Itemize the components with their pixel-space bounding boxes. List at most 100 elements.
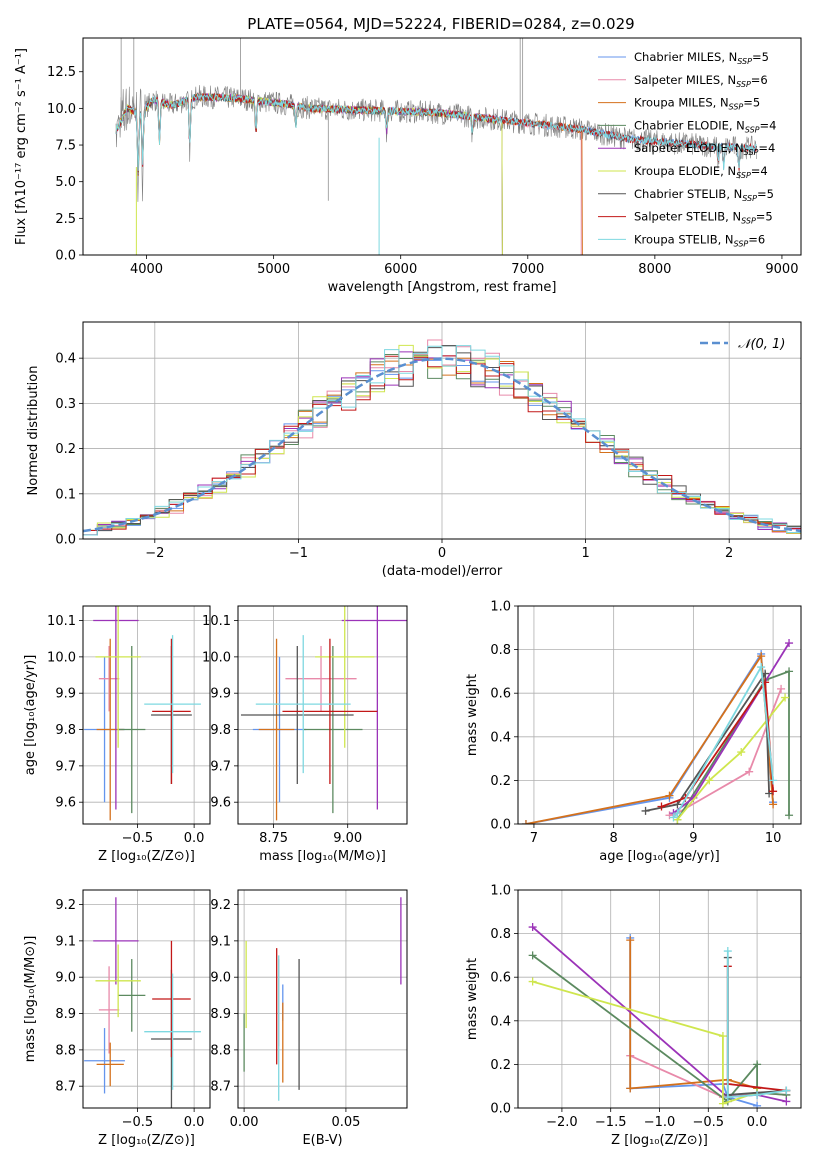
chart-mass-vs-Z: −0.5 0.0 8.7 8.8 8.9 9.0 9.1 9.2 Z [log₁₀(Z/Z⊙)]… xyxy=(23,889,211,1148)
series-marker-s9 xyxy=(673,809,682,818)
errorbar-s7 xyxy=(240,645,354,785)
y-tick-label: 9.9 xyxy=(55,687,76,702)
series-marker-s2 xyxy=(745,767,754,776)
x-tick-label: 2 xyxy=(725,546,733,561)
x-tick-label: 10 xyxy=(765,831,782,846)
legend-label: 𝒩(0, 1) xyxy=(738,337,785,352)
x-axis-label: wavelength [Angstrom, rest frame] xyxy=(328,280,557,295)
series-marker-s4 xyxy=(785,667,794,676)
x-axis-label: Z [log₁₀(Z/Z⊙)] xyxy=(98,849,195,864)
chart-residuals: −2 −1 0 1 2 0.0 0.1 0.2 0.3 0.4 (data-model)/error… xyxy=(26,321,802,579)
x-tick-label: −2.0 xyxy=(546,1115,578,1130)
errorbar-s6 xyxy=(95,606,141,748)
x-tick-label: −0.5 xyxy=(122,831,154,846)
axes-frame xyxy=(82,605,211,825)
x-tick-label: 8000 xyxy=(638,262,671,277)
series-marker-s8 xyxy=(769,787,778,796)
plot-area xyxy=(243,897,402,1101)
series-marker-s9 xyxy=(769,776,778,785)
series-marker-s3 xyxy=(757,652,766,661)
y-tick-label: 9.7 xyxy=(55,759,76,774)
series-line-s3 xyxy=(525,653,774,824)
axes-frame xyxy=(82,37,802,256)
plot-area xyxy=(240,606,407,821)
y-tick-label: 0.2 xyxy=(490,1058,511,1073)
series-line-s1 xyxy=(525,651,774,824)
series-marker-s5 xyxy=(782,1097,791,1106)
y-tick-label: 7.5 xyxy=(55,139,76,154)
series-marker-s7 xyxy=(673,800,682,809)
y-tick-label: 9.0 xyxy=(55,971,76,986)
series-marker-s6 xyxy=(718,1099,727,1108)
series-marker-s6 xyxy=(718,1032,727,1041)
plot-area xyxy=(84,897,201,1108)
axes-frame xyxy=(237,889,408,1109)
errorbar-s4 xyxy=(118,959,146,1032)
series-marker-s6 xyxy=(781,693,790,702)
plot-area xyxy=(83,339,801,539)
y-tick-label: 10.1 xyxy=(47,614,76,629)
figure-title: PLATE=0564, MJD=52224, FIBERID=0284, z=0… xyxy=(247,15,634,33)
errorbar-s8 xyxy=(152,940,191,1058)
y-tick-label: 9.7 xyxy=(210,759,231,774)
y-tick-label: 10.0 xyxy=(47,650,76,665)
y-tick-label: 8.9 xyxy=(210,1007,231,1022)
errorbar-s5 xyxy=(93,606,139,810)
y-tick-label: 8.7 xyxy=(55,1080,76,1095)
errorbar-s8 xyxy=(282,638,378,785)
series-line-s6 xyxy=(532,980,758,1105)
y-tick-label: 9.2 xyxy=(210,898,231,913)
y-tick-label: 1.0 xyxy=(490,884,511,899)
y-tick-label: 0.0 xyxy=(490,1102,511,1117)
x-tick-label: 0.00 xyxy=(230,1115,259,1130)
y-tick-label: 9.8 xyxy=(210,723,231,738)
y-tick-label: 9.6 xyxy=(55,796,76,811)
y-tick-label: 0.4 xyxy=(490,730,511,745)
series-line-s1 xyxy=(629,938,758,1107)
y-tick-label: 9.9 xyxy=(210,687,231,702)
y-axis-label: Flux [fλ10⁻¹⁷ erg cm⁻² s⁻¹ A⁻¹] xyxy=(14,48,29,245)
model-line-s9 xyxy=(115,92,757,171)
y-tick-label: 9.2 xyxy=(55,898,76,913)
series-marker-s6 xyxy=(705,776,714,785)
x-tick-label: 0 xyxy=(438,546,446,561)
x-tick-label: 9000 xyxy=(765,262,798,277)
series-marker-s5 xyxy=(528,923,537,932)
x-tick-label: 0.0 xyxy=(184,1115,205,1130)
series-line-s3 xyxy=(629,940,758,1090)
series-marker-s5 xyxy=(785,639,794,648)
x-tick-label: 9.00 xyxy=(333,831,362,846)
y-tick-label: 0.1 xyxy=(55,487,76,502)
y-tick-label: 0.0 xyxy=(490,818,511,833)
errorbar-s5 xyxy=(341,606,407,810)
series-marker-s9 xyxy=(757,663,766,672)
plot-area xyxy=(521,639,794,824)
series-marker-s4 xyxy=(753,1060,762,1069)
y-tick-label: 8.9 xyxy=(55,1007,76,1022)
legend-label: Salpeter ELODIE, NSSP=4 xyxy=(634,141,775,157)
series-marker-s3 xyxy=(665,791,674,800)
x-axis-label: Z [log₁₀(Z/Z⊙)] xyxy=(98,1133,195,1148)
y-tick-label: 10.1 xyxy=(202,614,231,629)
chart-age-vs-mass: 8.75 9.00 9.6 9.7 9.8 9.9 10.0 10.1 mass [log₁₀(… xyxy=(202,605,408,864)
x-tick-label: 0.05 xyxy=(331,1115,360,1130)
y-tick-label: 10.0 xyxy=(202,650,231,665)
y-tick-label: 0.2 xyxy=(490,774,511,789)
y-axis-label: age [log₁₀(age/yr)] xyxy=(23,655,38,776)
x-tick-label: 9 xyxy=(689,831,697,846)
errorbar-s4 xyxy=(118,645,146,814)
plot-area xyxy=(84,606,201,821)
chart-mass-vs-ebv: 0.00 0.05 8.7 8.8 8.9 9.0 9.1 9.2 E(B-V) xyxy=(210,889,408,1148)
series-marker-s8 xyxy=(657,802,666,811)
series-line-s9 xyxy=(726,951,787,1099)
x-tick-label: 8.75 xyxy=(259,831,288,846)
y-tick-label: 8.7 xyxy=(210,1080,231,1095)
errorbar-s9 xyxy=(144,635,201,774)
y-tick-label: 0.8 xyxy=(490,643,511,658)
y-tick-label: 0.3 xyxy=(55,397,76,412)
y-tick-label: 9.8 xyxy=(55,723,76,738)
plot-area xyxy=(115,38,757,255)
x-tick-label: 8 xyxy=(610,831,618,846)
y-tick-label: 0.0 xyxy=(55,249,76,264)
chart-mass-weight-vs-Z: −2.0 −1.5 −1.0 −0.5 0.0 0.0 0.2 0.4 0.6 0.8 1.0 Z [… xyxy=(465,884,802,1148)
